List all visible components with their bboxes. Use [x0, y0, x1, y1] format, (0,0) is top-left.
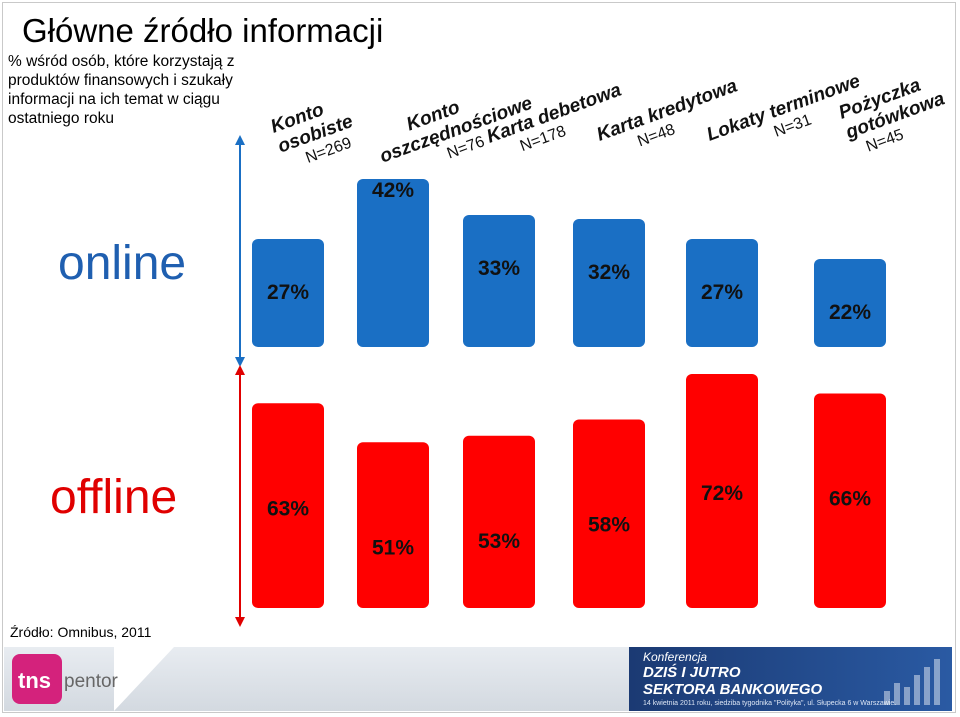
banner-line3: SEKTORA BANKOWEGO	[643, 681, 823, 698]
footer-bar: tns pentor Konferencja DZIŚ I JUTRO SEKT…	[4, 647, 952, 711]
offline-value-label-2: 53%	[478, 530, 520, 553]
banner-chart-icon	[884, 655, 944, 705]
offline-bar-5	[814, 393, 886, 608]
logo-sub: pentor	[64, 671, 118, 692]
offline-value-label-0: 63%	[267, 497, 309, 520]
offline-series: 63% 51% 53% 58% 72% 66%	[252, 374, 886, 608]
tns-logo-icon: tns	[12, 654, 62, 704]
online-value-label-3: 32%	[588, 261, 630, 284]
page-subtitle: % wśród osób, które korzystają z produkt…	[8, 53, 235, 127]
offline-value-label-3: 58%	[588, 514, 630, 537]
online-value-label-1: 42%	[372, 179, 414, 202]
footer-decoration	[114, 647, 174, 711]
online-series: 27% 42% 33% 32% 27% 22%	[252, 179, 886, 347]
offline-value-label-4: 72%	[701, 482, 743, 505]
online-row-label: online	[58, 237, 187, 290]
banner-line1: Konferencja	[643, 650, 708, 664]
source-note: Źródło: Omnibus, 2011	[10, 624, 152, 640]
offline-value-label-1: 51%	[372, 536, 414, 559]
conference-banner: Konferencja DZIŚ I JUTRO SEKTORA BANKOWE…	[629, 647, 952, 711]
offline-bar-1	[357, 442, 429, 608]
offline-bar-0	[252, 403, 324, 608]
offline-bar-4	[686, 374, 758, 608]
online-value-label-2: 33%	[478, 257, 520, 280]
offline-value-label-5: 66%	[829, 488, 871, 511]
online-bar-5	[814, 259, 886, 347]
logo-brand: tns	[18, 668, 51, 693]
online-value-label-5: 22%	[829, 301, 871, 324]
banner-line2: DZIŚ I JUTRO	[643, 664, 741, 681]
online-bar-4	[686, 239, 758, 347]
online-value-label-0: 27%	[267, 281, 309, 304]
online-bar-2	[463, 215, 535, 347]
online-value-label-4: 27%	[701, 281, 743, 304]
offline-bar-3	[573, 419, 645, 608]
offline-bar-2	[463, 435, 535, 608]
online-bar-3	[573, 219, 645, 347]
offline-row-label: offline	[50, 471, 178, 524]
online-bar-0	[252, 239, 324, 347]
banner-line4: 14 kwietnia 2011 roku, siedziba tygodnik…	[643, 700, 897, 707]
page-title: Główne źródło informacji	[22, 12, 384, 49]
online-bar-1	[357, 179, 429, 347]
